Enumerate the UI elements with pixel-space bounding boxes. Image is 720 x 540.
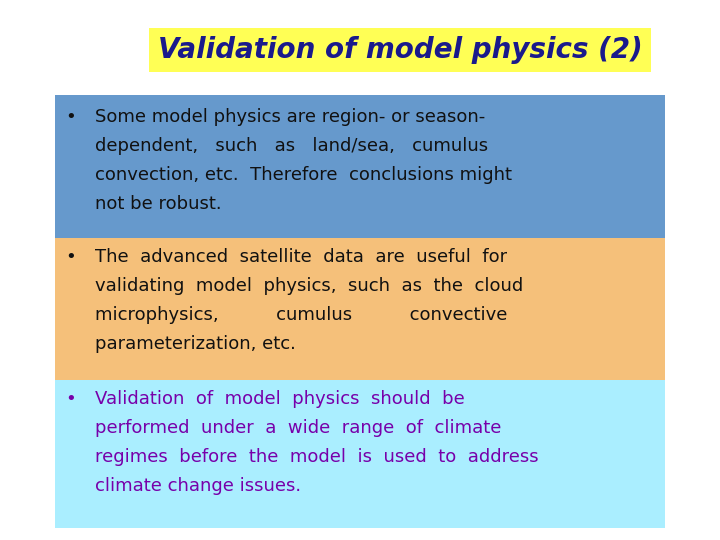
Text: convection, etc.  Therefore  conclusions might: convection, etc. Therefore conclusions m…: [95, 166, 512, 184]
Text: microphysics,          cumulus          convective: microphysics, cumulus convective: [95, 306, 508, 324]
Text: performed  under  a  wide  range  of  climate: performed under a wide range of climate: [95, 419, 501, 437]
Text: Validation of model physics (2): Validation of model physics (2): [158, 36, 642, 64]
Bar: [55, 238, 665, 380]
Text: •: •: [65, 390, 76, 408]
Text: climate change issues.: climate change issues.: [95, 477, 301, 495]
Text: •: •: [65, 248, 76, 266]
Text: •: •: [65, 108, 76, 126]
Text: regimes  before  the  model  is  used  to  address: regimes before the model is used to addr…: [95, 448, 539, 466]
Text: parameterization, etc.: parameterization, etc.: [95, 335, 296, 353]
Text: Some model physics are region- or season-: Some model physics are region- or season…: [95, 108, 485, 126]
Bar: [55, 95, 665, 238]
Text: not be robust.: not be robust.: [95, 195, 222, 213]
Text: Validation  of  model  physics  should  be: Validation of model physics should be: [95, 390, 464, 408]
Text: The  advanced  satellite  data  are  useful  for: The advanced satellite data are useful f…: [95, 248, 507, 266]
Text: dependent,   such   as   land/sea,   cumulus: dependent, such as land/sea, cumulus: [95, 137, 488, 155]
Text: validating  model  physics,  such  as  the  cloud: validating model physics, such as the cl…: [95, 277, 523, 295]
Bar: [55, 380, 665, 528]
